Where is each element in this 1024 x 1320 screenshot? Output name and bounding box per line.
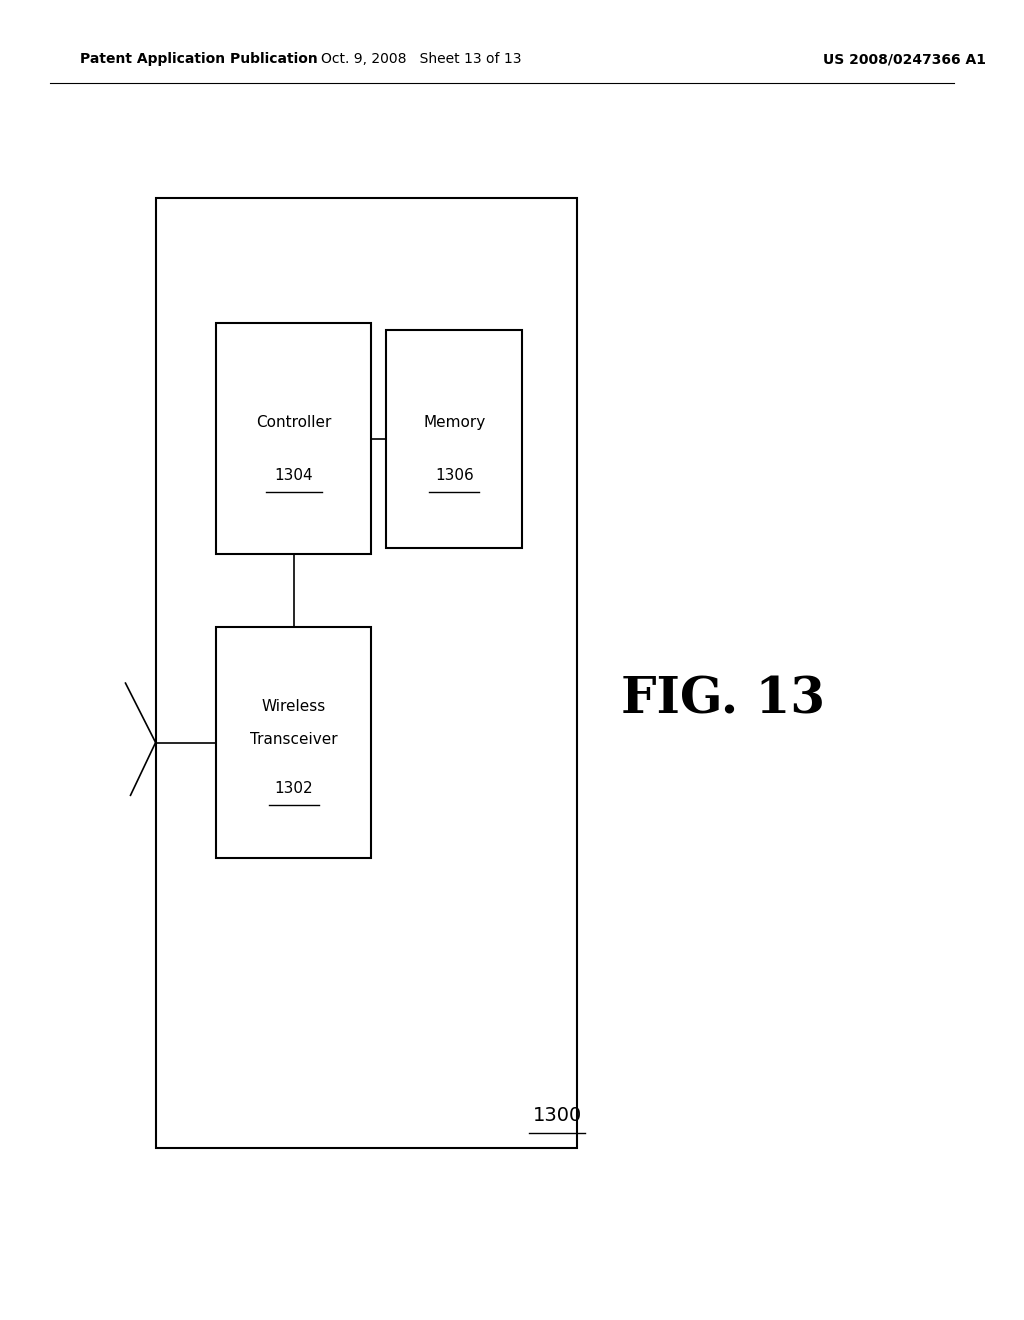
Text: 1304: 1304 xyxy=(274,467,313,483)
Text: Transceiver: Transceiver xyxy=(250,731,338,747)
Text: 1306: 1306 xyxy=(435,467,474,483)
Text: FIG. 13: FIG. 13 xyxy=(621,675,825,725)
Bar xyxy=(216,627,372,858)
Text: Controller: Controller xyxy=(256,414,332,430)
Bar xyxy=(156,198,578,1148)
Bar xyxy=(216,323,372,554)
Text: US 2008/0247366 A1: US 2008/0247366 A1 xyxy=(823,53,986,66)
Text: Wireless: Wireless xyxy=(261,698,326,714)
Text: 1302: 1302 xyxy=(274,780,313,796)
Text: Patent Application Publication: Patent Application Publication xyxy=(80,53,318,66)
Text: Memory: Memory xyxy=(423,414,485,430)
Text: 1300: 1300 xyxy=(532,1106,582,1125)
Text: Oct. 9, 2008   Sheet 13 of 13: Oct. 9, 2008 Sheet 13 of 13 xyxy=(322,53,522,66)
Bar xyxy=(386,330,522,548)
